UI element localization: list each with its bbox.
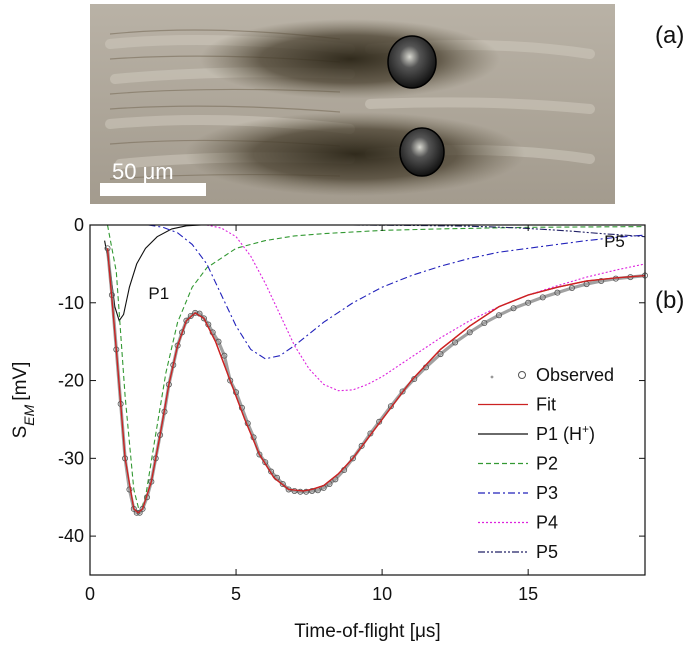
- observed-point: [437, 351, 444, 358]
- x-axis-label: Time-of-flight [μs]: [294, 621, 440, 642]
- panel-label-b: (b): [655, 287, 685, 314]
- observed-point: [192, 309, 199, 316]
- series-p5-line: [352, 224, 646, 238]
- tof-chart: 0 5 10 15 0 -10 -20 -30 -40 P1 P5 Observed Fit P1 (…: [10, 215, 649, 642]
- observed-point: [297, 488, 304, 495]
- observed-point: [495, 312, 502, 319]
- observed-point: [376, 418, 383, 425]
- legend: Observed Fit P1 (H+) P2 P3 P4 P5: [478, 365, 614, 562]
- observed-point: [136, 509, 143, 516]
- observed-point: [187, 313, 194, 320]
- observed-point: [568, 285, 575, 292]
- micrograph-image: 50 μm: [90, 4, 615, 204]
- observed-point: [481, 320, 488, 327]
- x-tick-label: 10: [372, 584, 392, 604]
- observed-point: [510, 305, 517, 312]
- observed-point: [349, 455, 356, 462]
- observed-point: [227, 377, 234, 384]
- legend-observed-circle: [518, 371, 526, 379]
- legend-p4-label: P4: [536, 513, 558, 533]
- panel-label-a: (a): [655, 22, 685, 49]
- observed-point: [221, 352, 228, 359]
- legend-fit-label: Fit: [536, 395, 556, 415]
- observed-point: [291, 487, 298, 494]
- observed-point: [133, 509, 140, 516]
- plot-frame: [89, 224, 646, 576]
- observed-point: [399, 388, 406, 395]
- observed-point: [411, 375, 418, 382]
- observed-point: [308, 487, 315, 494]
- y-tick-label: -20: [58, 371, 84, 391]
- x-tick-label: 0: [85, 584, 95, 604]
- observed-point: [358, 442, 365, 449]
- observed-point: [539, 294, 546, 301]
- annotation-p1: P1: [148, 284, 169, 303]
- observed-point: [183, 317, 190, 324]
- legend-p5-label: P5: [536, 542, 558, 562]
- legend-p1-label: P1 (H+): [536, 422, 595, 444]
- observed-point: [452, 339, 459, 346]
- observed-point: [279, 480, 286, 487]
- scale-bar: [100, 183, 206, 196]
- observed-point: [256, 451, 263, 458]
- observed-point: [466, 329, 473, 336]
- series-fit-line-overlay: [106, 248, 646, 514]
- y-axis-label: SEM[mV]: [10, 362, 37, 439]
- scale-bar-label: 50 μm: [112, 159, 174, 184]
- y-tick-label: -10: [58, 293, 84, 313]
- annotation-p5: P5: [604, 232, 625, 251]
- observed-point: [139, 505, 146, 512]
- x-tick-label: 15: [518, 584, 538, 604]
- series-p3-line: [148, 224, 646, 360]
- y-tick-label: -30: [58, 448, 84, 468]
- observed-point: [200, 315, 207, 322]
- legend-p3-label: P3: [536, 483, 558, 503]
- series-p1-line: [104, 224, 202, 322]
- legend-p2-label: P2: [536, 454, 558, 474]
- y-tick-label: -40: [58, 526, 84, 546]
- observed-point: [554, 289, 561, 296]
- observed-point: [598, 278, 605, 285]
- legend-observed-dot: [490, 375, 494, 379]
- observed-point: [303, 488, 310, 495]
- observed-point: [367, 430, 374, 437]
- legend-observed-label: Observed: [536, 365, 614, 385]
- observed-point: [525, 299, 532, 306]
- x-tick-label: 5: [231, 584, 241, 604]
- y-tick-label: 0: [74, 215, 84, 235]
